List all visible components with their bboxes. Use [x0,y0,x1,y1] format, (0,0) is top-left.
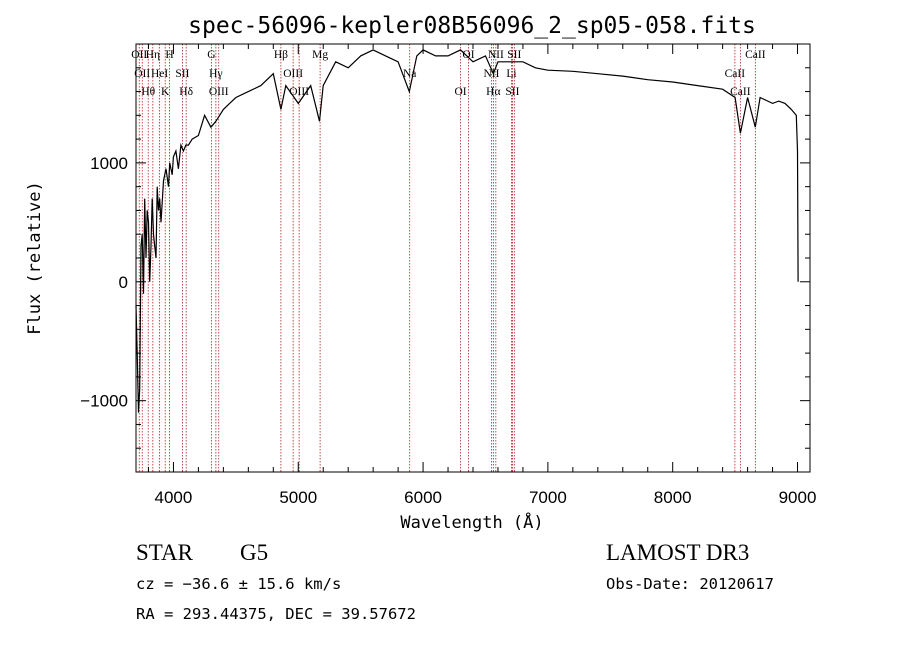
spectral-line-label: OIII [283,68,303,80]
spectral-line-label: OII [131,49,147,61]
survey-name: LAMOST DR3 [606,540,749,565]
coordinates: RA = 293.44375, DEC = 39.57672 [136,605,416,623]
y-tick-label: −1000 [80,392,128,411]
spectral-line-label: Hδ [179,86,193,98]
spectral-line-label: Li [506,68,516,80]
chart-title: spec-56096-kepler08B56096_2_sp05-058.fit… [188,13,756,39]
spectral-line-labels: OIIOIIHθHηHeIKHSIIHδGHγOIIIHβOIIIOIIIMgN… [131,49,765,98]
spectral-line-label: OI [454,86,466,98]
x-tick-label: 7000 [529,488,567,507]
spectral-line-label: OIII [209,86,229,98]
object-class: STAR [136,540,194,565]
x-axis-ticks: 4000 5000 6000 7000 8000 9000 [147,44,817,507]
spectral-line-label: Hβ [274,49,288,61]
spectral-line-label: OII [134,68,150,80]
spectral-line-label: Hγ [209,68,222,80]
spectral-line-label: Hθ [141,86,155,98]
spectral-line-label: G [207,49,215,61]
spectral-line-label: SII [505,86,519,98]
spectral-line-label: SII [175,68,189,80]
y-axis-label: Flux (relative) [25,181,45,335]
observation-date: Obs-Date: 20120617 [606,575,774,593]
x-tick-label: 4000 [155,488,193,507]
redshift-value: cz = −36.6 ± 15.6 km/s [136,575,341,593]
spectral-line-label: Hα [486,86,500,98]
x-tick-label: 5000 [279,488,317,507]
spectral-line-label: CaII [725,68,746,80]
object-subclass: G5 [240,540,268,565]
spectral-line-label: NII [488,49,504,61]
spectral-line-label: CaII [730,86,751,98]
spectral-line-label: HeI [151,68,168,80]
x-tick-label: 9000 [779,488,817,507]
spectral-line-label: K [161,86,170,98]
x-axis-label: Wavelength (Å) [400,511,543,533]
spectral-line-markers [138,44,756,472]
x-tick-label: 6000 [404,488,442,507]
spectral-line-label: CaII [745,49,766,61]
spectral-line-label: SII [507,49,521,61]
spectral-line-label: OI [462,49,474,61]
spectral-line-label: H [165,49,173,61]
spectral-line-label: NII [483,68,499,80]
spectral-line-label: Mg [312,49,328,61]
x-tick-label: 8000 [654,488,692,507]
y-tick-label: 0 [119,273,128,292]
plot-frame [135,43,811,473]
spectral-line-label: Hη [146,49,160,61]
y-axis-ticks: −1000 0 1000 [80,43,810,473]
spectrum-line [135,49,799,413]
y-tick-label: 1000 [90,154,128,173]
